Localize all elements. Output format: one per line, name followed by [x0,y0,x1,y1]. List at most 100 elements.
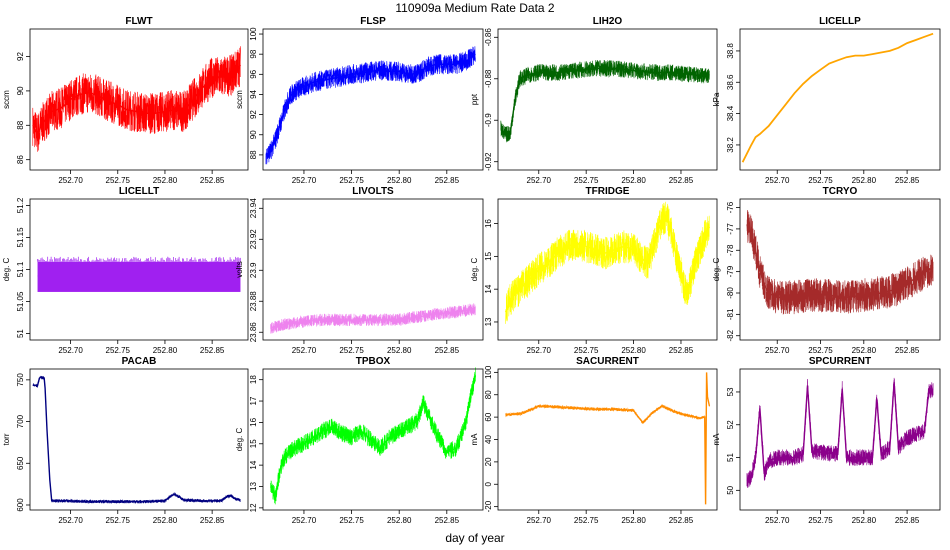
panel-title-lih2o: LIH2O [593,16,623,27]
plot-frame-livolts [262,198,484,341]
y-tick-label: -80 [726,287,735,299]
series-line-spcurrent [746,382,934,482]
x-tick-label: 252.75 [808,176,833,185]
page-title: 110909a Medium Rate Data 2 [395,1,555,15]
panel-title-sacurrent: SACURRENT [576,356,639,367]
y-tick-label: 750 [16,373,25,387]
y-tick-label: 600 [16,498,25,512]
y-tick-label: 38.6 [726,74,735,90]
y-axis-label-tpbox: deg. C [235,427,244,451]
series-noise-lih2o [500,60,710,143]
y-tick-label: 15 [484,251,493,260]
plot-frame-lih2o [497,28,718,171]
y-tick-label: 100 [484,365,493,379]
series-noise-tfridge [505,201,710,324]
y-tick-label: 16 [249,417,258,426]
series-noise-pacab [32,375,241,504]
x-tick-label: 252.80 [621,176,646,185]
x-tick-label: 252.75 [339,176,364,185]
y-tick-label: 23.86 [249,322,258,343]
plot-frame-flwt [29,28,249,171]
series-noise-flwt [32,46,241,152]
y-tick-label: 51 [16,329,25,338]
y-tick-label: -20 [484,500,493,512]
x-tick-label: 252.85 [435,346,460,355]
panel-title-tfridge: TFRIDGE [586,186,630,197]
y-axis-label-sacurrent: mA [470,433,479,446]
x-tick-label: 252.75 [574,176,599,185]
y-tick-label: 13 [484,317,493,326]
y-tick-label: 51.15 [16,227,25,248]
x-tick-label: 252.80 [387,346,412,355]
y-tick-label: 51.2 [16,197,25,213]
series-line-flwt [32,64,242,136]
x-tick-label: 252.85 [435,516,460,525]
panel-lih2o: LIH2O 252.70 252.75 252.80 252.85 -0.92 -0.9 -0… [470,16,718,185]
panel-title-licellt: LICELLT [119,186,159,197]
y-tick-label: 23.88 [249,291,258,312]
x-tick-label: 252.75 [106,176,131,185]
panel-sacurrent: SACURRENT 252.70 252.75 252.80 252.85 -20 0 20 4… [470,356,718,525]
series-noise-sacurrent [505,376,710,498]
x-tick-label: 252.85 [669,176,694,185]
y-tick-label: -78 [726,244,735,256]
plot-frame-spcurrent [739,368,941,511]
y-tick-label: 14 [484,284,493,293]
y-tick-label: 94 [249,89,258,98]
x-tick-label: 252.80 [852,346,877,355]
series-line-flsp [265,53,476,156]
y-tick-label: 40 [484,435,493,444]
x-tick-label: 252.70 [58,346,83,355]
series-line-lih2o [500,67,710,136]
panel-title-spcurrent: SPCURRENT [809,356,871,367]
y-axis-label-licellt: deg. C [2,257,11,281]
x-tick-label: 252.85 [200,346,225,355]
y-tick-label: -82 [726,329,735,341]
panel-flsp: FLSP 252.70 252.75 252.80 252.85 88 90 92 94 96 98… [235,16,484,185]
x-tick-label: 252.85 [200,516,225,525]
x-tick-label: 252.70 [292,176,317,185]
y-tick-label: 650 [16,456,25,470]
y-tick-label: 80 [484,390,493,399]
series-band-licellt [37,261,241,292]
y-tick-label: -0.92 [484,152,493,171]
y-tick-label: 13 [249,482,258,491]
x-tick-label: 252.80 [387,516,412,525]
panel-title-tcryo: TCRYO [823,186,858,197]
x-tick-label: 252.75 [808,346,833,355]
x-tick-label: 252.80 [153,516,178,525]
x-tick-label: 252.85 [895,516,920,525]
plot-frame-pacab [29,368,249,511]
y-tick-label: 88 [16,120,25,129]
x-tick-label: 252.70 [765,346,790,355]
x-tick-label: 252.80 [852,516,877,525]
y-tick-label: 38.8 [726,43,735,59]
y-tick-label: 20 [484,457,493,466]
series-line-tcryo [746,224,934,299]
y-tick-label: 92 [249,110,258,119]
x-tick-label: 252.70 [58,516,83,525]
series-line-tfridge [504,215,711,313]
y-tick-label: 51.1 [16,261,25,277]
y-axis-label-flwt: sccm [2,90,11,109]
panel-title-livolts: LIVOLTS [352,186,394,197]
plot-frame-licellp [739,28,941,171]
series-noise-livolts [270,303,476,334]
y-axis-label-pacab: torr [2,433,11,445]
x-tick-label: 252.70 [292,346,317,355]
x-tick-label: 252.70 [292,516,317,525]
panel-title-tpbox: TPBOX [356,356,391,367]
y-tick-label: 86 [16,155,25,164]
panel-title-licellp: LICELLP [819,16,861,27]
y-tick-label: -77 [726,223,735,235]
x-tick-label: 252.75 [808,516,833,525]
series-noise-tcryo [746,209,934,315]
y-axis-label-licellp: kPa [712,92,721,106]
y-tick-label: 700 [16,414,25,428]
y-tick-label: -81 [726,308,735,320]
y-axis-label-livolts: volts [235,261,244,277]
y-tick-label: -0.86 [484,28,493,47]
y-tick-label: 100 [249,27,258,41]
x-tick-label: 252.85 [895,346,920,355]
y-tick-label: 96 [249,69,258,78]
